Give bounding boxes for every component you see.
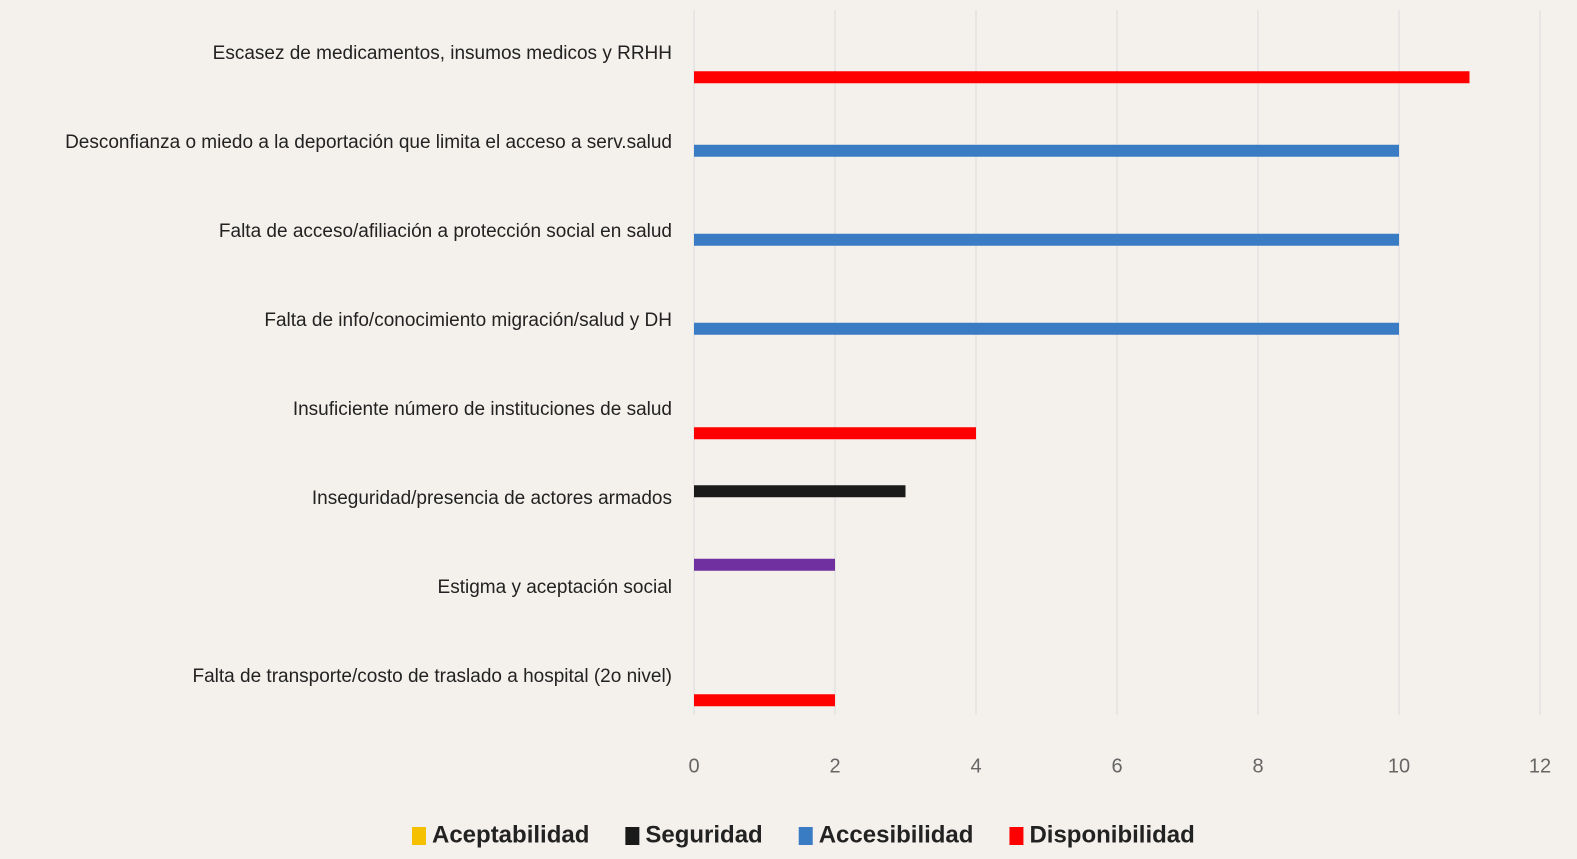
category-label: Falta de transporte/costo de traslado a … bbox=[193, 666, 673, 687]
bar bbox=[694, 71, 1470, 84]
x-tick-label: 2 bbox=[829, 755, 840, 777]
category-label: Escasez de medicamentos, insumos medicos… bbox=[213, 43, 672, 64]
bar bbox=[694, 427, 976, 440]
bar bbox=[694, 694, 835, 707]
legend-label: Seguridad bbox=[645, 821, 762, 848]
legend-label: Aceptabilidad bbox=[432, 821, 589, 848]
legend-swatch bbox=[1009, 827, 1024, 845]
legend-swatch bbox=[625, 827, 640, 845]
category-label: Estigma y aceptación social bbox=[438, 577, 672, 598]
legend-swatch bbox=[798, 827, 813, 845]
category-label: Falta de acceso/afiliación a protección … bbox=[219, 221, 672, 242]
x-tick-label: 0 bbox=[688, 755, 699, 777]
x-tick-label: 8 bbox=[1252, 755, 1263, 777]
legend-label: Accesibilidad bbox=[819, 821, 974, 848]
x-tick-label: 12 bbox=[1529, 755, 1551, 777]
category-label: Desconfianza o miedo a la deportación qu… bbox=[65, 132, 672, 153]
category-label: Inseguridad/presencia de actores armados bbox=[312, 488, 672, 509]
bar bbox=[694, 558, 835, 571]
bar bbox=[694, 144, 1399, 157]
category-label: Falta de info/conocimiento migración/sal… bbox=[264, 310, 672, 331]
bar bbox=[694, 322, 1399, 335]
x-tick-label: 10 bbox=[1388, 755, 1410, 777]
x-tick-label: 6 bbox=[1111, 755, 1122, 777]
x-tick-label: 4 bbox=[970, 755, 981, 777]
bar bbox=[694, 485, 906, 498]
bar bbox=[694, 233, 1399, 246]
category-label: Insuficiente número de instituciones de … bbox=[293, 399, 672, 420]
legend-label: Disponibilidad bbox=[1029, 821, 1194, 848]
legend-swatch bbox=[412, 827, 426, 845]
